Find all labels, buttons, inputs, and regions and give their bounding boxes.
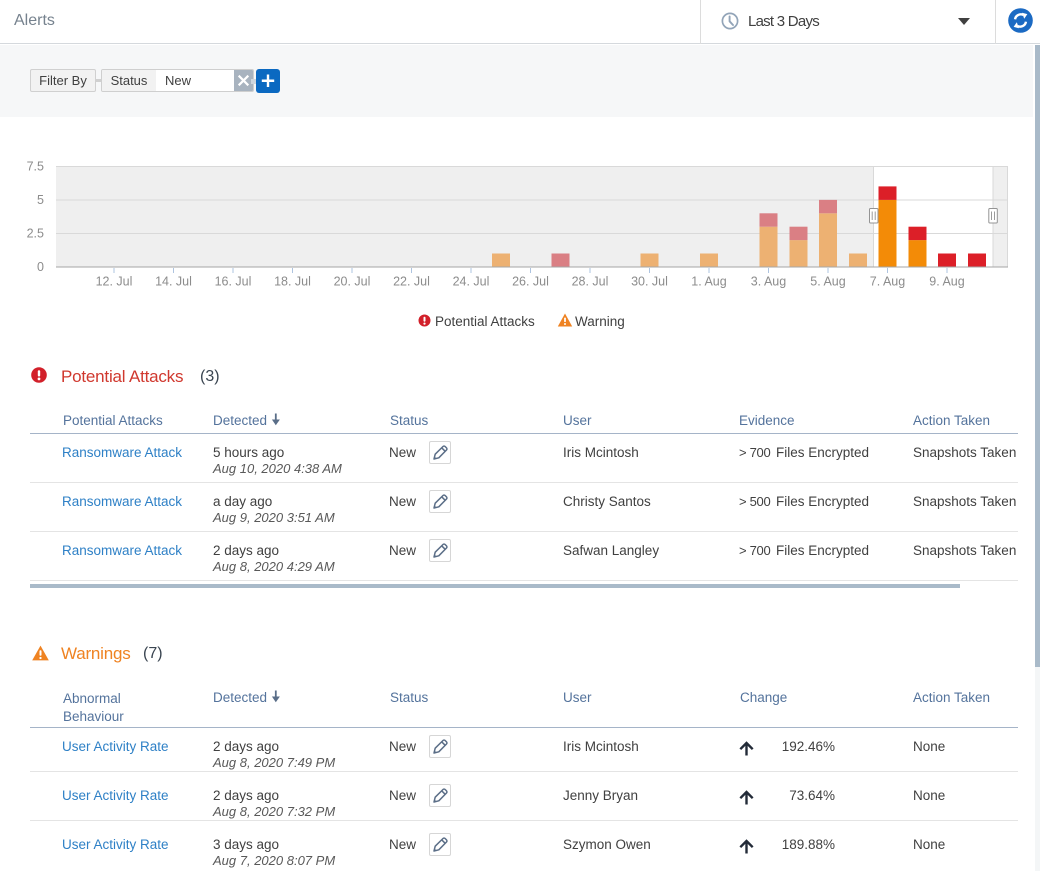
svg-text:2.5: 2.5: [27, 227, 44, 241]
svg-text:30. Jul: 30. Jul: [631, 275, 668, 289]
svg-text:7. Aug: 7. Aug: [870, 275, 905, 289]
svg-text:24. Jul: 24. Jul: [453, 275, 490, 289]
svg-text:1. Aug: 1. Aug: [691, 275, 726, 289]
svg-text:26. Jul: 26. Jul: [512, 275, 549, 289]
svg-text:28. Jul: 28. Jul: [572, 275, 609, 289]
svg-text:5. Aug: 5. Aug: [810, 275, 845, 289]
svg-text:0: 0: [37, 260, 44, 274]
svg-text:5: 5: [37, 193, 44, 207]
svg-text:14. Jul: 14. Jul: [155, 275, 192, 289]
svg-text:3. Aug: 3. Aug: [751, 275, 786, 289]
svg-text:16. Jul: 16. Jul: [215, 275, 252, 289]
svg-text:7.5: 7.5: [27, 160, 44, 174]
svg-text:20. Jul: 20. Jul: [334, 275, 371, 289]
svg-text:9. Aug: 9. Aug: [929, 275, 964, 289]
svg-text:12. Jul: 12. Jul: [96, 275, 133, 289]
svg-text:22. Jul: 22. Jul: [393, 275, 430, 289]
svg-text:18. Jul: 18. Jul: [274, 275, 311, 289]
